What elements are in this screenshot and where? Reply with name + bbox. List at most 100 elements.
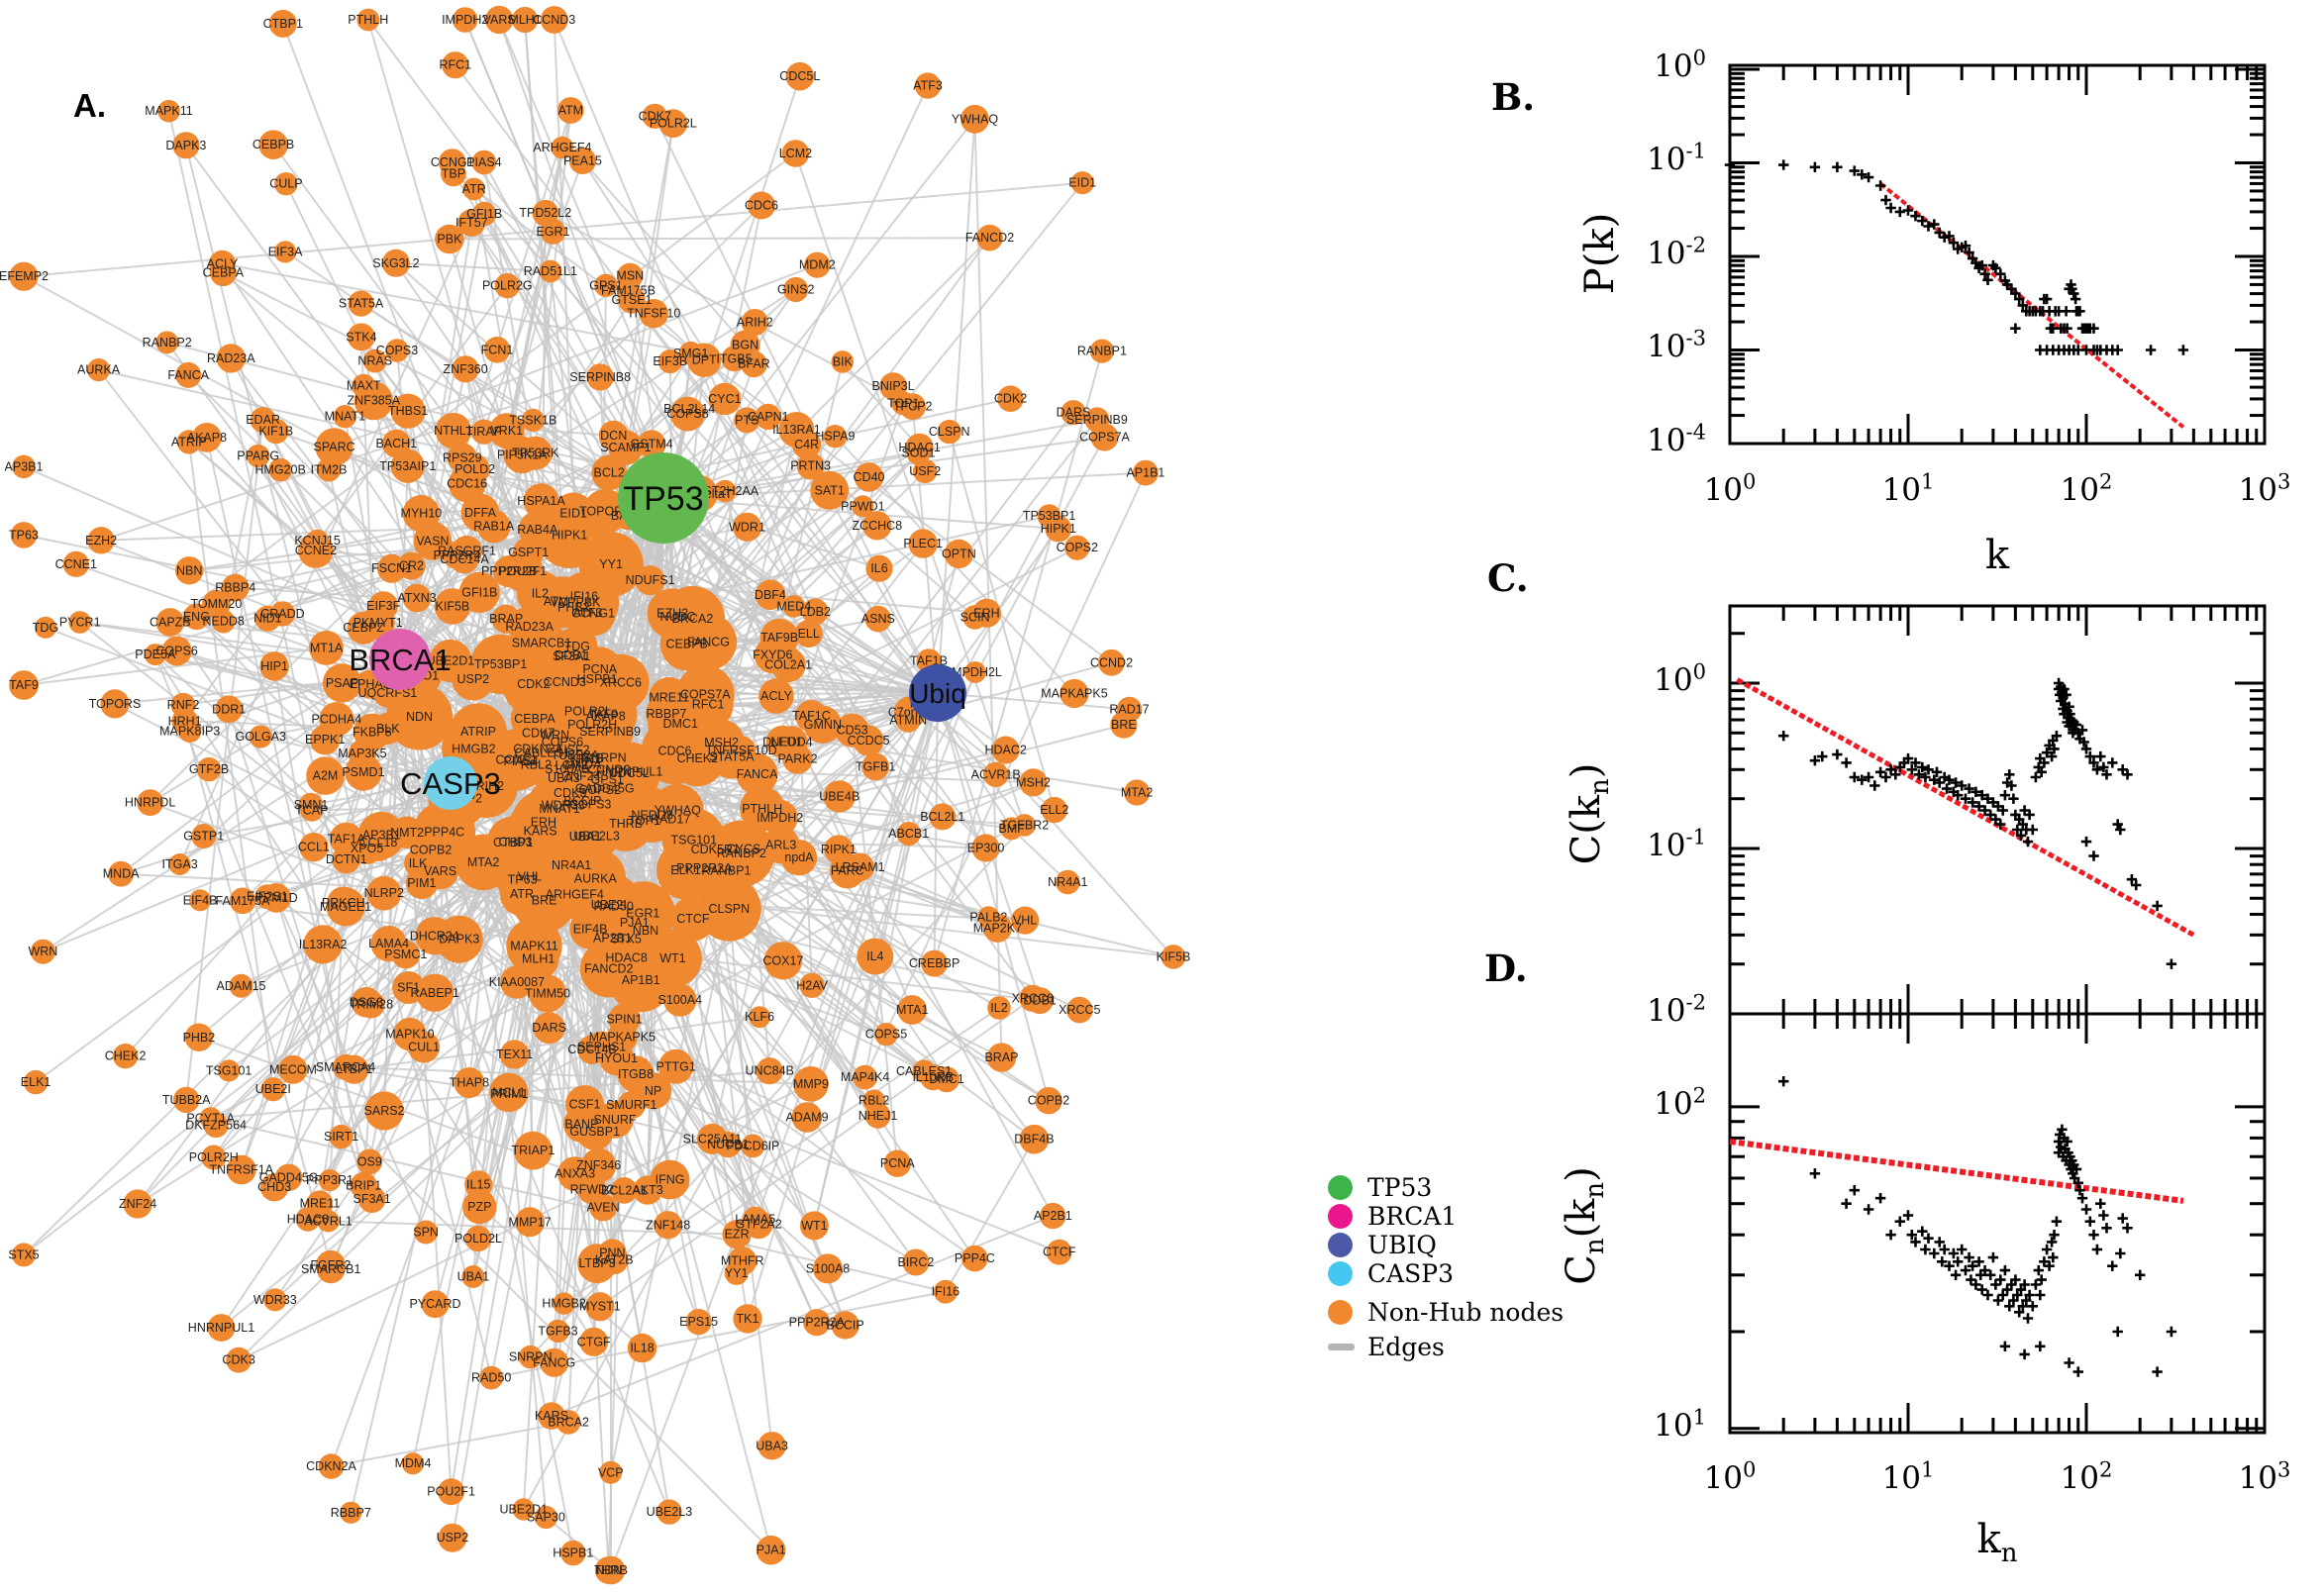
network-node [434, 588, 471, 625]
data-point [1917, 1226, 1928, 1237]
gene-label: FANCA [737, 767, 778, 781]
network-node [594, 1556, 623, 1584]
gene-label: NDUFS1 [626, 573, 675, 587]
gene-label: CDC5L [609, 766, 650, 780]
network-node [218, 1059, 241, 1082]
network-node [637, 430, 666, 459]
gene-label: FSCN1 [371, 561, 412, 575]
network-node [207, 1314, 236, 1342]
gene-label: CDC14A [440, 552, 489, 566]
gene-label: RANBP1 [701, 864, 751, 878]
network-edge [627, 289, 864, 508]
network-edge [319, 593, 542, 1205]
network-edge [183, 721, 332, 1266]
data-point [1880, 771, 1891, 783]
network-edge [366, 19, 987, 849]
data-point [2095, 750, 2106, 762]
network-node [229, 887, 256, 915]
network-node [216, 344, 246, 373]
gene-label: MNDA [564, 757, 601, 771]
b-ytick-1: 10-1 [1647, 140, 1706, 178]
network-node [1133, 459, 1159, 486]
gene-label: EPPK1 [305, 733, 345, 747]
network-node [438, 1523, 467, 1552]
network-node [599, 1460, 623, 1484]
gene-label: ATR [510, 887, 534, 901]
network-edge [399, 658, 614, 1254]
network-node [438, 149, 466, 176]
network-node [316, 457, 342, 482]
network-node [315, 428, 354, 466]
gene-label: NLRP2 [364, 886, 404, 900]
network-node [340, 1501, 362, 1524]
network-node [609, 922, 643, 955]
network-node [857, 938, 894, 975]
network-node [258, 130, 288, 159]
network-node [462, 177, 486, 201]
network-node [861, 752, 890, 781]
data-point [1987, 1251, 1999, 1263]
network-node [726, 736, 757, 766]
network-edge [23, 275, 869, 743]
network-node [591, 653, 650, 712]
network-node [9, 261, 39, 291]
gene-label: CDC6 [657, 745, 691, 758]
network-edge [937, 692, 1050, 1101]
legend-label-ubiq: UBIQ [1367, 1230, 1437, 1259]
network-node [452, 657, 495, 701]
network-edge [662, 418, 1098, 499]
network-node [517, 570, 563, 618]
gene-label: DDB1 [555, 648, 587, 662]
data-point [1863, 1204, 1874, 1215]
data-point [2098, 1210, 2109, 1221]
network-node [157, 99, 180, 123]
network-node [401, 1452, 425, 1475]
data-point [1885, 202, 1896, 214]
network-node [512, 6, 539, 34]
network-node [585, 1292, 615, 1322]
gene-label: CDK3 [554, 786, 586, 800]
data-point [2035, 1289, 2046, 1301]
gene-label: CHD3 [498, 836, 532, 849]
network-node [513, 537, 545, 568]
gene-label: DCTN1 [326, 852, 367, 866]
gene-label: SMARCB1 [512, 636, 571, 649]
panel-label-b: B. [1491, 75, 1536, 119]
network-edge [863, 692, 939, 1078]
gene-label: UBA3 [548, 771, 580, 785]
network-node [452, 7, 478, 33]
network-node [196, 756, 222, 782]
network-node [1011, 906, 1040, 935]
gene-label: RABEP1 [411, 986, 459, 1000]
network-edge [945, 1139, 1036, 1293]
d-xtick-0: 100 [1703, 1457, 1757, 1496]
network-node [23, 1069, 49, 1095]
edge-line-icon [1328, 1343, 1355, 1350]
data-point [2033, 1264, 2044, 1276]
network-node [633, 1175, 662, 1205]
network-node [662, 602, 693, 632]
gene-label: PCNA [582, 662, 617, 676]
gene-label: NDN [406, 710, 433, 724]
data-point [1849, 1185, 1860, 1196]
gene-label: NTHL1 [434, 424, 473, 438]
b-xtick-2: 102 [2060, 469, 2113, 508]
data-point [1920, 1244, 1931, 1255]
gene-label: SNURF [593, 1113, 636, 1127]
casp3-dot-icon [1328, 1260, 1353, 1286]
network-node [804, 251, 831, 278]
network-node [332, 1053, 359, 1080]
gene-label: CCND3 [544, 675, 586, 689]
network-node [370, 926, 407, 962]
data-point [2095, 1198, 2106, 1209]
gene-label: NUDC [659, 610, 695, 624]
legend-label-nonhub: Non-Hub nodes [1367, 1297, 1565, 1327]
gene-label: PHB2 [557, 601, 590, 615]
gene-label: RFC1 [692, 698, 725, 712]
data-point [1929, 1247, 1940, 1259]
network-node [960, 104, 989, 134]
network-node [781, 140, 810, 167]
gene-label: SERPINB9 [579, 725, 641, 739]
b-ytick-3: 10-3 [1647, 327, 1706, 365]
network-node [497, 1081, 522, 1107]
